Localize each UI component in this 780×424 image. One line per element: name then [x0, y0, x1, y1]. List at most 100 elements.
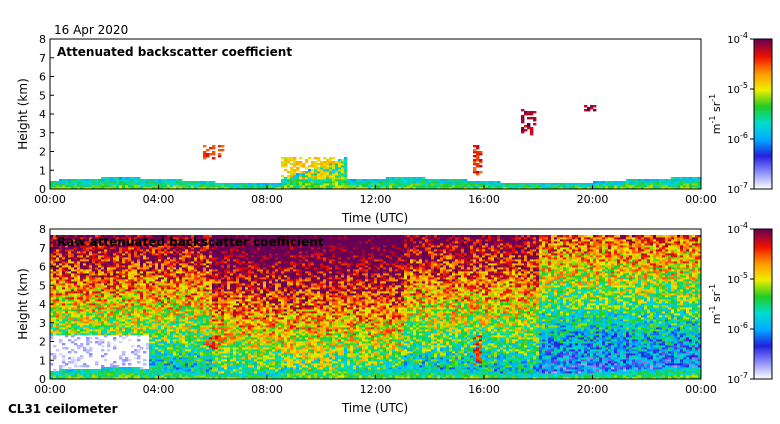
heatmap-cell — [122, 367, 125, 369]
heatmap-cell — [158, 179, 161, 181]
heatmap-cell — [416, 177, 419, 179]
heatmap-cell — [533, 111, 536, 113]
heatmap-cell — [50, 363, 53, 365]
heatmap-cell — [677, 177, 680, 179]
heatmap-cell — [419, 177, 422, 179]
heatmap-cell — [605, 181, 608, 183]
heatmap-cell — [128, 359, 131, 361]
heatmap-cell — [290, 167, 293, 169]
colorbar-tick-label: 10-5 — [727, 81, 748, 96]
heatmap-cell — [368, 179, 371, 181]
heatmap-cell — [269, 183, 272, 185]
heatmap-cell — [137, 339, 140, 341]
heatmap-cell — [527, 117, 530, 119]
heatmap-cell — [62, 179, 65, 181]
heatmap-cell — [587, 183, 590, 185]
heatmap-cell — [122, 337, 125, 339]
heatmap-cell — [395, 177, 398, 179]
heatmap-cell — [125, 367, 128, 369]
heatmap-cell — [263, 183, 266, 185]
heatmap-cell — [71, 357, 74, 359]
heatmap-cell — [218, 183, 221, 185]
heatmap-cell — [410, 177, 413, 179]
heatmap-cell — [62, 355, 65, 357]
heatmap-cell — [473, 149, 476, 151]
heatmap-cell — [239, 183, 242, 185]
heatmap-cell — [221, 149, 224, 151]
y-tick-label: 7 — [39, 52, 46, 65]
heatmap-cell — [479, 181, 482, 183]
heatmap-cell — [80, 343, 83, 345]
heatmap-cell — [332, 157, 335, 159]
heatmap-cell — [56, 181, 59, 183]
heatmap-cell — [134, 367, 137, 369]
heatmap-cell — [107, 349, 110, 351]
heatmap-cell — [203, 145, 206, 147]
heatmap-cell — [125, 177, 128, 179]
heatmap-cell — [212, 157, 215, 159]
heatmap-cell — [476, 181, 479, 183]
heatmap-cell — [548, 183, 551, 185]
heatmap-cell — [467, 181, 470, 183]
heatmap-cell — [476, 145, 479, 147]
heatmap-cell — [215, 183, 218, 185]
heatmap-cell — [281, 157, 284, 159]
x-tick-label: 20:00 — [577, 193, 609, 206]
heatmap-cell — [146, 369, 149, 371]
heatmap-cell — [68, 339, 71, 341]
heatmap-cell — [146, 179, 149, 181]
heatmap-cell — [290, 163, 293, 165]
y-tick-label: 1 — [39, 164, 46, 177]
heatmap-cell — [218, 145, 221, 147]
heatmap-cell — [119, 367, 122, 369]
heatmap-cell — [83, 369, 86, 371]
heatmap-cell — [683, 177, 686, 179]
y-tick-label: 4 — [39, 108, 46, 121]
x-tick-label: 12:00 — [360, 193, 392, 206]
heatmap-cell — [482, 181, 485, 183]
heatmap-cell — [692, 177, 695, 179]
heatmap-cell — [473, 181, 476, 183]
heatmap-cell — [116, 177, 119, 179]
heatmap-cell — [173, 179, 176, 181]
heatmap-cell — [65, 363, 68, 365]
heatmap-cell — [122, 359, 125, 361]
heatmap-cell — [56, 371, 59, 373]
heatmap-cell — [533, 117, 536, 119]
heatmap-cell — [320, 161, 323, 163]
heatmap-cell — [302, 171, 305, 173]
heatmap-cell — [197, 181, 200, 183]
heatmap-cell — [539, 183, 542, 185]
heatmap-cell — [62, 347, 65, 349]
heatmap-cell — [422, 177, 425, 179]
heatmap-cell — [593, 109, 596, 111]
heatmap-cell — [110, 363, 113, 365]
heatmap-cell — [347, 179, 350, 181]
heatmap-cell — [398, 177, 401, 179]
heatmap-cell — [257, 183, 260, 185]
heatmap-cell — [89, 353, 92, 355]
heatmap-cell — [101, 365, 104, 367]
heatmap-cell — [143, 363, 146, 365]
heatmap-cell — [221, 145, 224, 147]
heatmap-cell — [65, 369, 68, 371]
heatmap-cell — [284, 177, 287, 179]
heatmap-cell — [95, 341, 98, 343]
heatmap-cell — [299, 171, 302, 173]
heatmap-cell — [113, 337, 116, 339]
heatmap-cell — [212, 145, 215, 147]
heatmap-cell — [401, 177, 404, 179]
heatmap-cell — [131, 351, 134, 353]
heatmap-cell — [476, 171, 479, 173]
heatmap-cell — [326, 159, 329, 161]
heatmap-cell — [500, 183, 503, 185]
heatmap-cell — [356, 179, 359, 181]
heatmap-cell — [224, 183, 227, 185]
heatmap-cell — [530, 117, 533, 119]
heatmap-cell — [527, 123, 530, 125]
heatmap-cell — [662, 179, 665, 181]
heatmap-cell — [437, 179, 440, 181]
heatmap-cell — [530, 127, 533, 129]
heatmap-cell — [638, 179, 641, 181]
heatmap-cell — [530, 111, 533, 113]
